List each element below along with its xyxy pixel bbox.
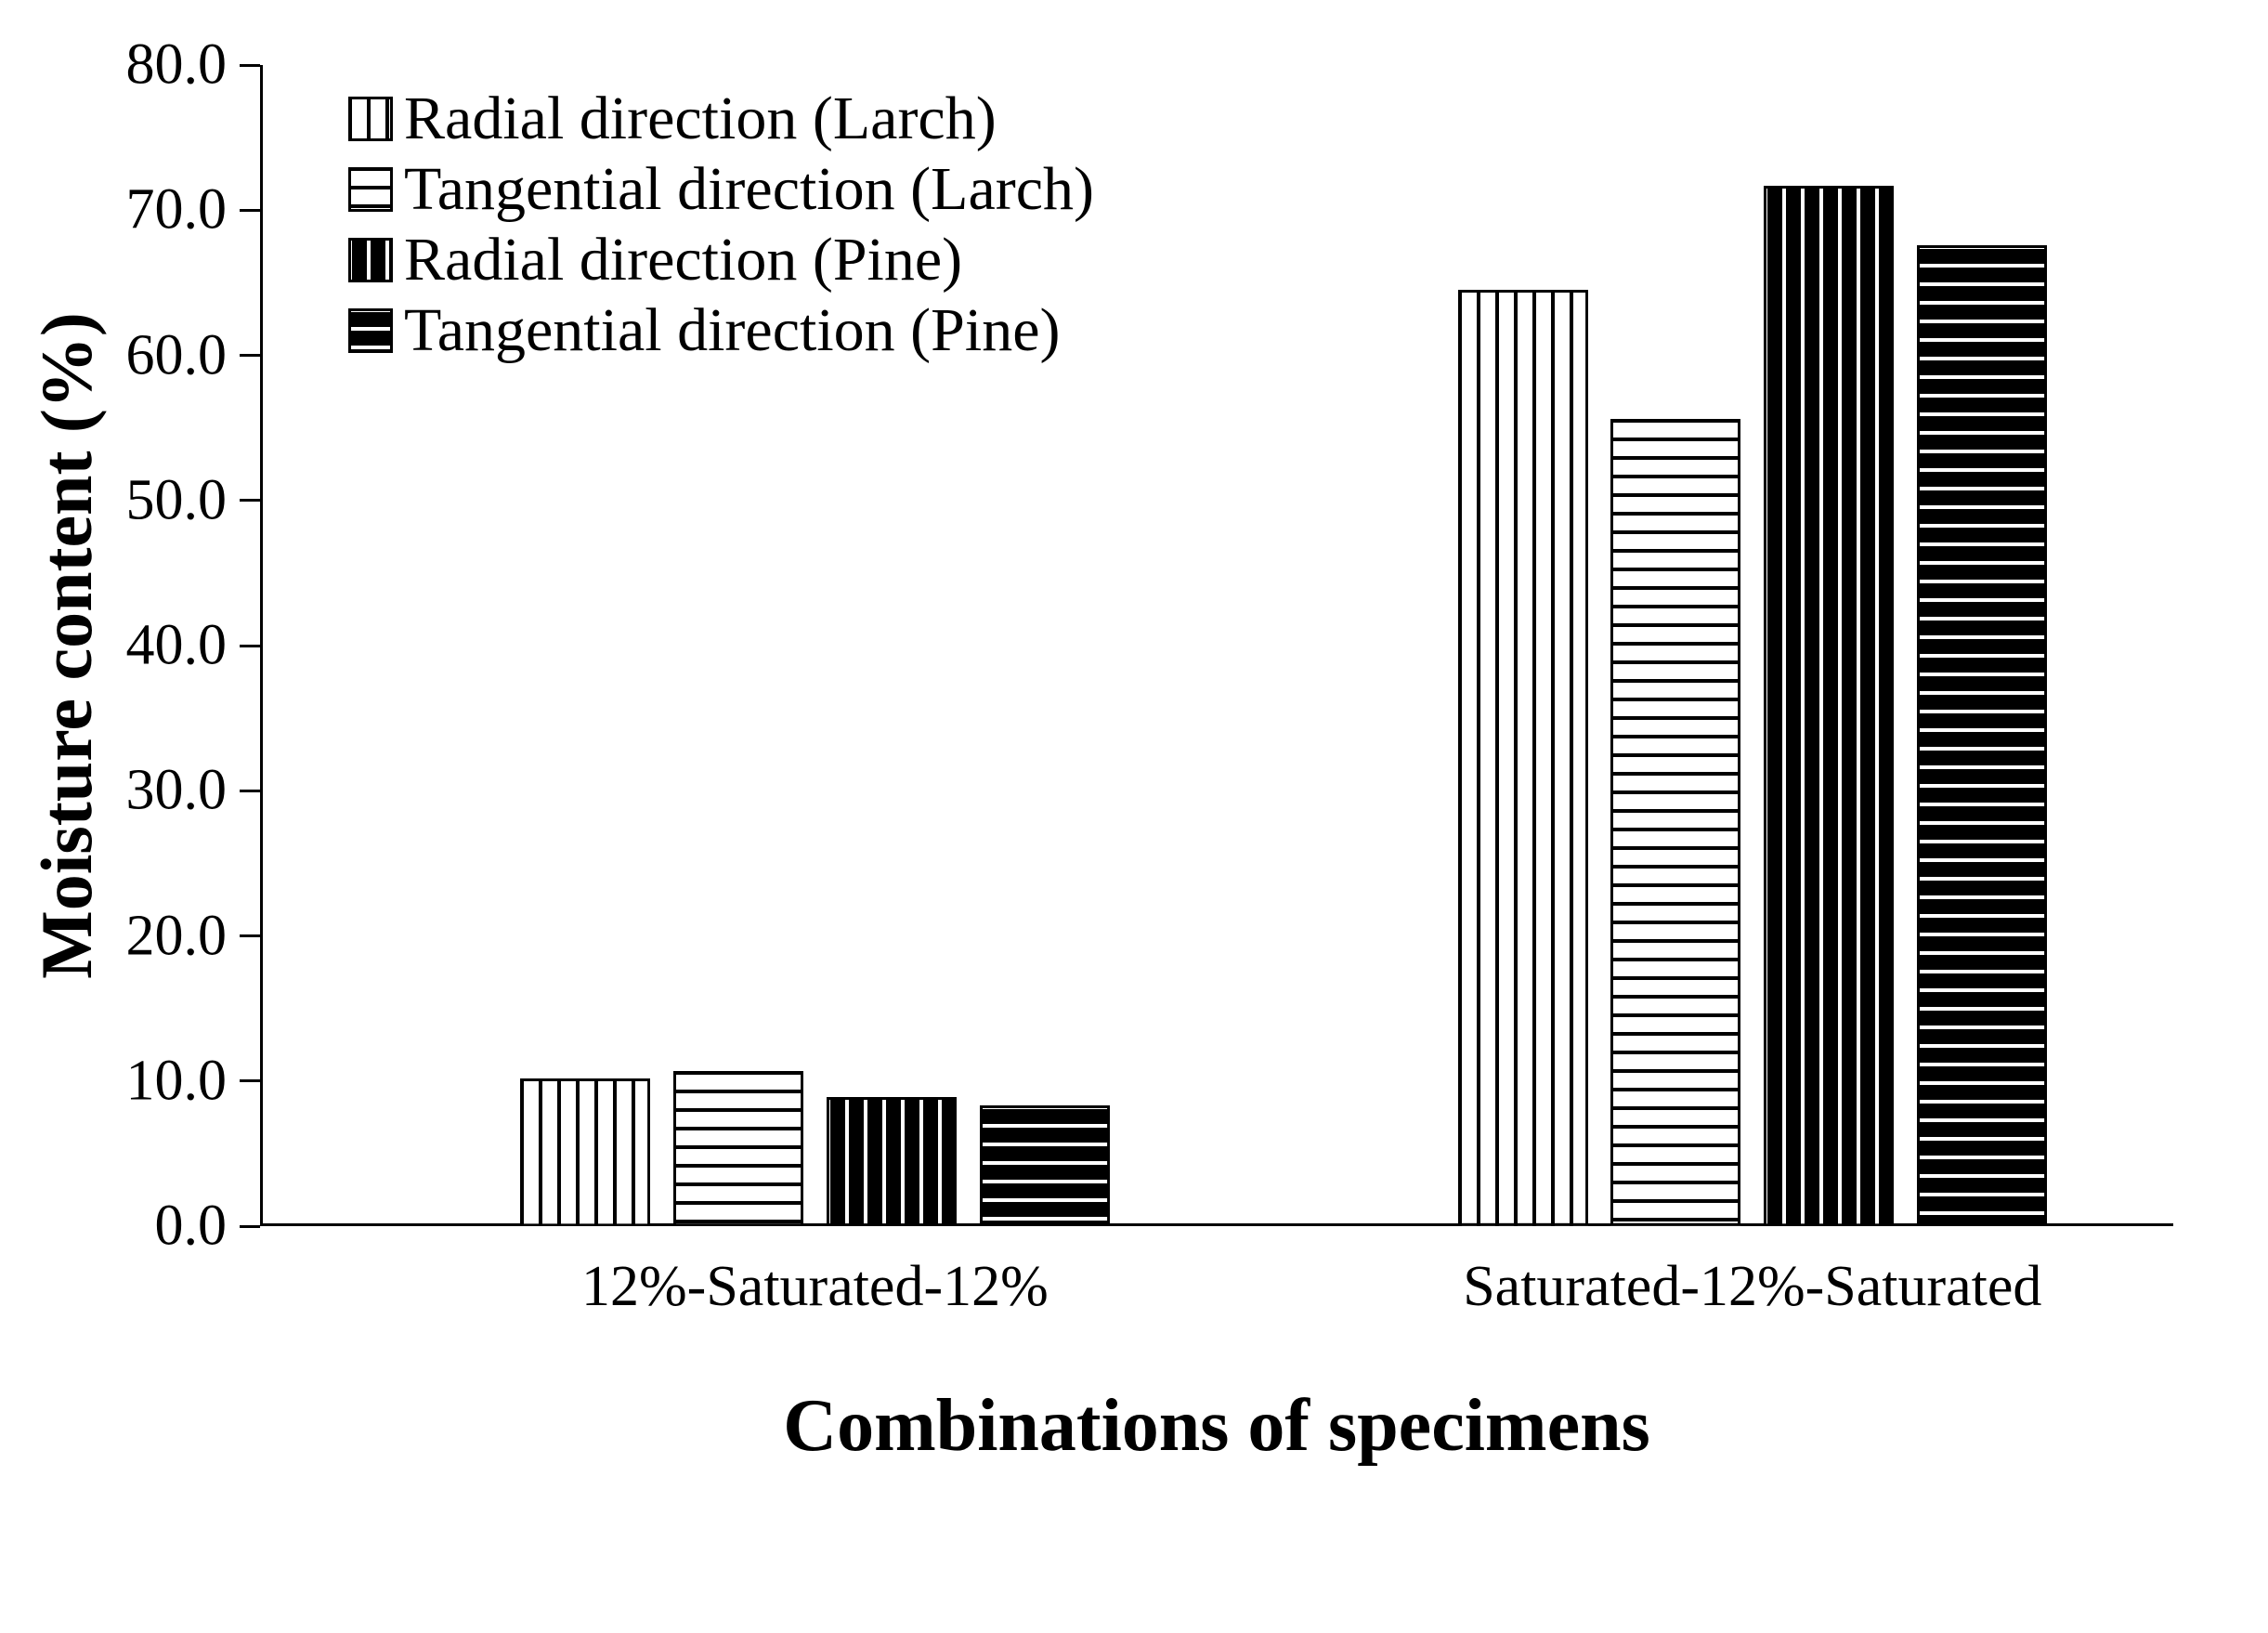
bar-radial_pine	[827, 1097, 957, 1226]
y-tick	[240, 1079, 260, 1082]
y-tick	[240, 790, 260, 792]
legend-row: Tangential direction (Pine)	[348, 295, 1094, 366]
y-axis-label: Moisture content (%)	[25, 312, 109, 979]
bar-tangential_pine	[1917, 245, 2047, 1226]
legend-label: Radial direction (Pine)	[404, 225, 962, 295]
legend-swatch-icon	[348, 97, 393, 141]
legend-swatch-icon	[348, 167, 393, 212]
y-tick	[240, 934, 260, 937]
y-tick	[240, 64, 260, 67]
bar-tangential_larch	[1610, 419, 1740, 1226]
y-tick	[240, 499, 260, 502]
legend-row: Radial direction (Pine)	[348, 225, 1094, 295]
legend-swatch-icon	[348, 308, 393, 353]
y-tick	[240, 209, 260, 212]
bar-radial_larch	[1458, 290, 1588, 1226]
x-axis-label: Combinations of specimens	[783, 1384, 1649, 1469]
moisture-content-chart: 0.010.020.030.040.050.060.070.080.0 12%-…	[0, 0, 2268, 1633]
x-tick-label: Saturated-12%-Saturated	[1463, 1254, 2041, 1320]
legend-label: Radial direction (Larch)	[404, 84, 997, 154]
y-tick	[240, 354, 260, 357]
legend-row: Tangential direction (Larch)	[348, 154, 1094, 225]
x-tick-label: 12%-Saturated-12%	[581, 1254, 1049, 1320]
bar-radial_larch	[520, 1078, 650, 1226]
y-tick-label: 10.0	[78, 1048, 227, 1114]
y-axis-line	[260, 65, 263, 1226]
y-tick-label: 80.0	[78, 33, 227, 98]
legend-row: Radial direction (Larch)	[348, 84, 1094, 154]
bar-tangential_pine	[980, 1105, 1110, 1226]
legend: Radial direction (Larch)Tangential direc…	[348, 84, 1094, 366]
y-tick	[240, 1225, 260, 1228]
legend-label: Tangential direction (Larch)	[404, 154, 1094, 225]
legend-label: Tangential direction (Pine)	[404, 295, 1060, 366]
bar-radial_pine	[1764, 186, 1894, 1226]
legend-swatch-icon	[348, 238, 393, 282]
y-tick-label: 0.0	[78, 1194, 227, 1260]
bar-tangential_larch	[673, 1071, 803, 1226]
y-tick-label: 70.0	[78, 177, 227, 243]
y-tick	[240, 645, 260, 647]
